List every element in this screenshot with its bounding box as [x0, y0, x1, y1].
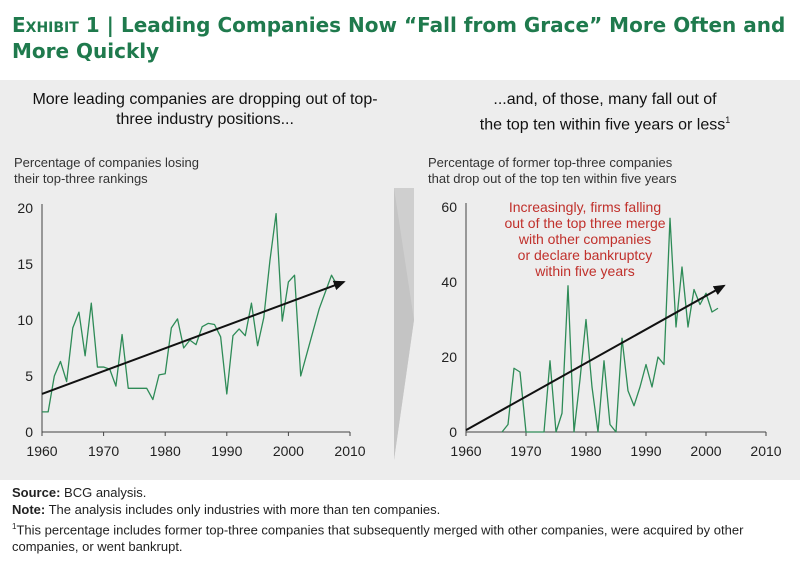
source-text: BCG analysis. — [64, 485, 147, 500]
y-tick-label: 20 — [17, 200, 33, 216]
x-tick-label: 1960 — [450, 443, 481, 459]
note-text: The analysis includes only industries wi… — [48, 502, 441, 517]
x-tick-label: 1960 — [26, 443, 57, 459]
x-tick-label: 2010 — [334, 443, 365, 459]
title-text: Leading Companies Now “Fall from Grace” … — [12, 13, 786, 63]
y-tick-label: 40 — [441, 274, 457, 290]
footnote-text: This percentage includes former top-thre… — [12, 522, 744, 555]
y-tick-label: 20 — [441, 349, 457, 365]
left-ylabel-line2: their top-three rankings — [14, 171, 148, 186]
series-line — [501, 217, 719, 433]
footnote-line: 1This percentage includes former top-thr… — [12, 518, 792, 555]
left-subhead: More leading companies are dropping out … — [32, 91, 378, 128]
footnote-mark: 1 — [12, 522, 17, 531]
footer: Source: BCG analysis. Note: The analysis… — [12, 484, 792, 555]
right-subhead-sup: 1 — [725, 115, 731, 125]
y-tick-label: 60 — [441, 199, 457, 215]
y-tick-label: 0 — [25, 424, 33, 440]
x-tick-label: 2010 — [750, 443, 781, 459]
right-ylabel: Percentage of former top-three companies… — [428, 155, 677, 187]
x-tick-label: 1990 — [211, 443, 242, 459]
exhibit-label: Exhibit 1 — [12, 13, 100, 37]
right-subhead-line1: ...and, of those, many fall out of — [493, 91, 717, 108]
series-line — [42, 212, 339, 413]
y-tick-label: 5 — [25, 368, 33, 384]
annotation-line: with other companies — [518, 231, 651, 247]
left-ylabel-line1: Percentage of companies losing — [14, 155, 200, 170]
x-tick-label: 1980 — [150, 443, 181, 459]
title-separator: | — [106, 13, 114, 37]
source-label: Source: — [12, 485, 61, 500]
y-tick-label: 0 — [449, 424, 457, 440]
trend-arrow — [41, 280, 346, 395]
right-ylabel-line1: Percentage of former top-three companies — [428, 155, 673, 170]
annotation-line: within five years — [534, 263, 635, 279]
right-ylabel-line2: that drop out of the top ten within five… — [428, 171, 677, 186]
x-tick-label: 1990 — [630, 443, 661, 459]
transition-arrow-tip — [394, 188, 414, 460]
y-tick-label: 15 — [17, 256, 33, 272]
exhibit-title: Exhibit 1 | Leading Companies Now “Fall … — [12, 12, 792, 64]
note-line: Note: The analysis includes only industr… — [12, 501, 792, 518]
x-tick-label: 1970 — [510, 443, 541, 459]
trend-arrow — [465, 284, 726, 431]
y-tick-label: 10 — [17, 312, 33, 328]
right-subhead-line2: the top ten within five years or less — [479, 116, 726, 134]
left-ylabel: Percentage of companies losing their top… — [14, 155, 199, 187]
annotation-line: out of the top three merge — [504, 215, 665, 231]
left-chart: 0 5 10 15 20 1960 1970 1980 1990 2000 2010 — [17, 200, 365, 459]
x-tick-label: 2000 — [690, 443, 721, 459]
source-line: Source: BCG analysis. — [12, 484, 792, 501]
note-label: Note: — [12, 502, 46, 517]
annotation-line: or declare bankruptcy — [518, 247, 653, 263]
x-tick-label: 1970 — [88, 443, 119, 459]
right-subhead: ...and, of those, many fall out of the t… — [420, 90, 790, 135]
x-tick-label: 2000 — [273, 443, 304, 459]
x-tick-label: 1980 — [570, 443, 601, 459]
right-chart: 0 20 40 60 1960 1970 1980 1990 2000 2010 — [441, 199, 781, 459]
annotation-line: Increasingly, firms falling — [509, 199, 661, 215]
